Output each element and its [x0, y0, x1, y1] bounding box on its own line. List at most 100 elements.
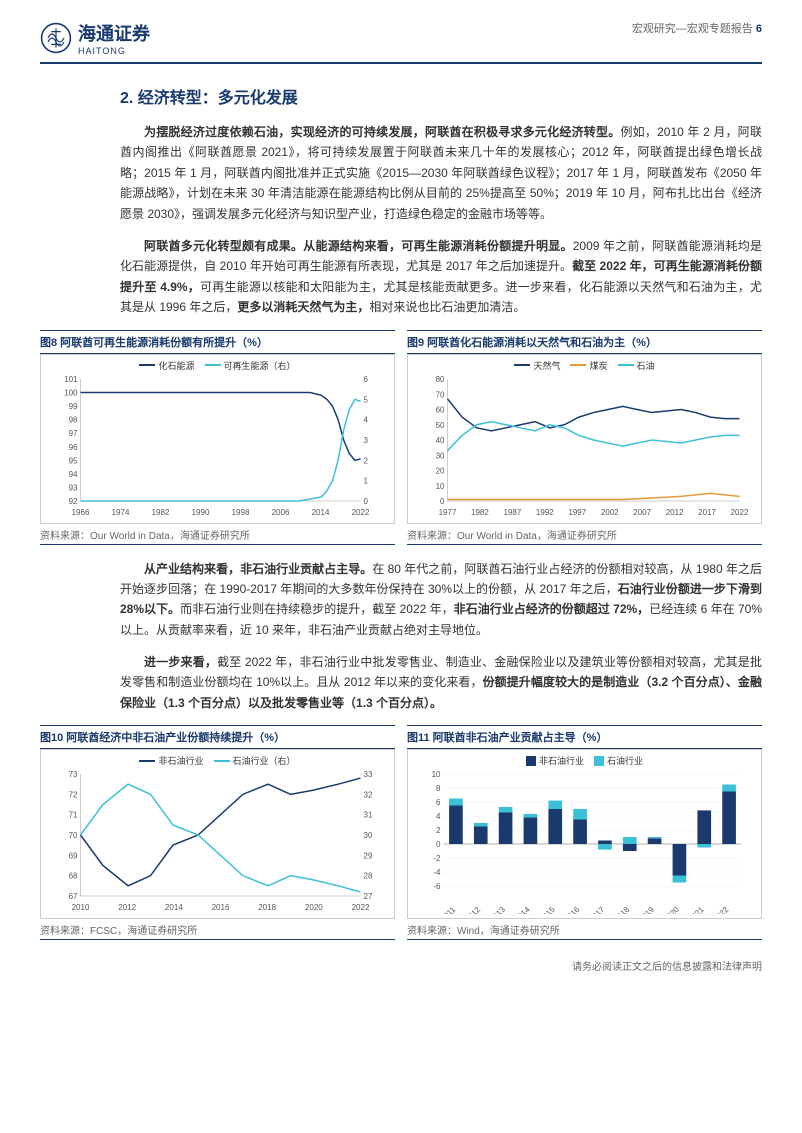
svg-text:0: 0 — [440, 497, 445, 506]
svg-text:1974: 1974 — [112, 508, 130, 517]
svg-text:71: 71 — [69, 811, 78, 820]
svg-text:3: 3 — [364, 436, 369, 445]
chart9-body: 天然气煤炭石油 01020304050607080197719821987199… — [407, 354, 762, 524]
svg-text:101: 101 — [64, 375, 78, 384]
svg-text:2018: 2018 — [258, 903, 276, 912]
svg-text:2021: 2021 — [687, 905, 706, 914]
svg-text:29: 29 — [364, 852, 373, 861]
p3-bold3: 非石油行业占经济的份额超过 72%， — [454, 602, 650, 616]
svg-text:2: 2 — [436, 826, 441, 835]
svg-text:1998: 1998 — [232, 508, 250, 517]
svg-text:2016: 2016 — [212, 903, 230, 912]
svg-text:2016: 2016 — [563, 905, 582, 914]
chart11-legend: 非石油行业石油行业 — [412, 754, 757, 767]
svg-text:2007: 2007 — [633, 508, 651, 517]
chart9-legend: 天然气煤炭石油 — [412, 359, 757, 372]
svg-text:69: 69 — [69, 852, 78, 861]
svg-text:-4: -4 — [433, 868, 441, 877]
svg-text:67: 67 — [69, 892, 78, 901]
svg-text:32: 32 — [364, 791, 373, 800]
svg-text:70: 70 — [69, 831, 78, 840]
header-category: 宏观研究—宏观专题报告 6 — [632, 20, 762, 36]
svg-text:0: 0 — [436, 840, 441, 849]
svg-text:20: 20 — [436, 466, 445, 475]
svg-text:6: 6 — [364, 375, 369, 384]
svg-text:100: 100 — [64, 388, 78, 397]
svg-text:1982: 1982 — [152, 508, 170, 517]
svg-text:27: 27 — [364, 892, 373, 901]
svg-text:31: 31 — [364, 811, 373, 820]
chart8-source: 资料来源：Our World in Data，海通证券研究所 — [40, 524, 395, 545]
chart10-source: 资料来源：FCSC，海通证券研究所 — [40, 919, 395, 940]
svg-text:1966: 1966 — [72, 508, 90, 517]
svg-text:8: 8 — [436, 784, 441, 793]
section-heading: 2. 经济转型：多元化发展 — [120, 84, 762, 108]
category-text: 宏观研究—宏观专题报告 — [632, 23, 753, 35]
svg-text:2012: 2012 — [463, 905, 482, 914]
svg-text:2012: 2012 — [118, 903, 136, 912]
svg-text:10: 10 — [432, 770, 441, 779]
svg-text:2022: 2022 — [712, 905, 731, 914]
svg-text:2: 2 — [364, 456, 369, 465]
svg-text:0: 0 — [364, 497, 369, 506]
svg-text:99: 99 — [69, 402, 78, 411]
p3-rest2: 而非石油行业则在持续稳步的提升，截至 2022 年， — [180, 602, 454, 616]
svg-text:2006: 2006 — [272, 508, 290, 517]
svg-text:92: 92 — [69, 497, 78, 506]
svg-text:2011: 2011 — [439, 905, 458, 914]
svg-text:96: 96 — [69, 442, 78, 451]
svg-text:10: 10 — [436, 481, 445, 490]
svg-text:2014: 2014 — [513, 905, 532, 914]
p2-tail: 相对来说也比石油更加清洁。 — [369, 300, 525, 314]
page-footer: 请务必阅读正文之后的信息披露和法律声明 — [40, 958, 762, 973]
p1-text: 例如，2010 年 2 月，阿联酋内阁推出《阿联酋愿景 2021》，将可持续发展… — [120, 125, 762, 221]
chart8-title: 图8 阿联酋可再生能源消耗份额有所提升（%） — [40, 330, 395, 354]
svg-text:1997: 1997 — [568, 508, 586, 517]
svg-text:1987: 1987 — [503, 508, 521, 517]
p3-bold: 从产业结构来看，非石油行业贡献占主导。 — [144, 562, 372, 576]
haitong-logo-icon — [40, 22, 72, 54]
paragraph-2: 阿联酋多元化转型颇有成果。从能源结构来看，可再生能源消耗份额提升明显。2009 … — [120, 236, 762, 318]
svg-text:2015: 2015 — [538, 905, 557, 914]
svg-text:2014: 2014 — [165, 903, 183, 912]
chart11-body: 非石油行业石油行业 -6-4-2024681020112012201320142… — [407, 749, 762, 919]
page-number: 6 — [756, 23, 762, 35]
logo-text: 海通证券 — [78, 20, 150, 46]
svg-text:2018: 2018 — [612, 905, 631, 914]
chart8-body: 化石能源可再生能源（右） 929394959697989910010101234… — [40, 354, 395, 524]
svg-text:1990: 1990 — [192, 508, 210, 517]
svg-text:94: 94 — [69, 469, 78, 478]
svg-text:2020: 2020 — [305, 903, 323, 912]
svg-text:2022: 2022 — [731, 508, 749, 517]
svg-text:97: 97 — [69, 429, 78, 438]
chart11-svg: -6-4-20246810201120122013201420152016201… — [412, 769, 757, 914]
svg-text:40: 40 — [436, 436, 445, 445]
svg-text:5: 5 — [364, 395, 369, 404]
chart9-svg: 0102030405060708019771982198719921997200… — [412, 374, 757, 519]
svg-text:95: 95 — [69, 456, 78, 465]
chart10-svg: 6768697071727327282930313233201020122014… — [45, 769, 390, 914]
svg-text:93: 93 — [69, 483, 78, 492]
p4-bold: 进一步来看， — [144, 655, 217, 669]
svg-text:68: 68 — [69, 872, 78, 881]
svg-text:28: 28 — [364, 872, 373, 881]
page-header: 海通证券 HAITONG 宏观研究—宏观专题报告 6 — [40, 20, 762, 64]
chart9-title: 图9 阿联酋化石能源消耗以天然气和石油为主（%） — [407, 330, 762, 354]
p2-bold1: 阿联酋多元化转型颇有成果。从能源结构来看，可再生能源消耗份额提升明显。 — [144, 239, 573, 253]
chart9-source: 资料来源：Our World in Data，海通证券研究所 — [407, 524, 762, 545]
svg-text:4: 4 — [436, 812, 441, 821]
svg-text:50: 50 — [436, 420, 445, 429]
chart11-title: 图11 阿联酋非石油产业贡献占主导（%） — [407, 725, 762, 749]
chart11-box: 图11 阿联酋非石油产业贡献占主导（%） 非石油行业石油行业 -6-4-2024… — [407, 725, 762, 940]
chart10-box: 图10 阿联酋经济中非石油产业份额持续提升（%） 非石油行业石油行业（右） 67… — [40, 725, 395, 940]
paragraph-1: 为摆脱经济过度依赖石油，实现经济的可持续发展，阿联酋在积极寻求多元化经济转型。例… — [120, 122, 762, 224]
paragraph-4: 进一步来看，截至 2022 年，非石油行业中批发零售业、制造业、金融保险业以及建… — [120, 652, 762, 713]
chart11-source: 资料来源：Wind，海通证券研究所 — [407, 919, 762, 940]
chart10-body: 非石油行业石油行业（右） 676869707172732728293031323… — [40, 749, 395, 919]
svg-text:2013: 2013 — [488, 905, 507, 914]
svg-text:2017: 2017 — [587, 905, 606, 914]
svg-text:6: 6 — [436, 798, 441, 807]
svg-text:30: 30 — [436, 451, 445, 460]
svg-text:1: 1 — [364, 476, 369, 485]
svg-text:1992: 1992 — [536, 508, 554, 517]
